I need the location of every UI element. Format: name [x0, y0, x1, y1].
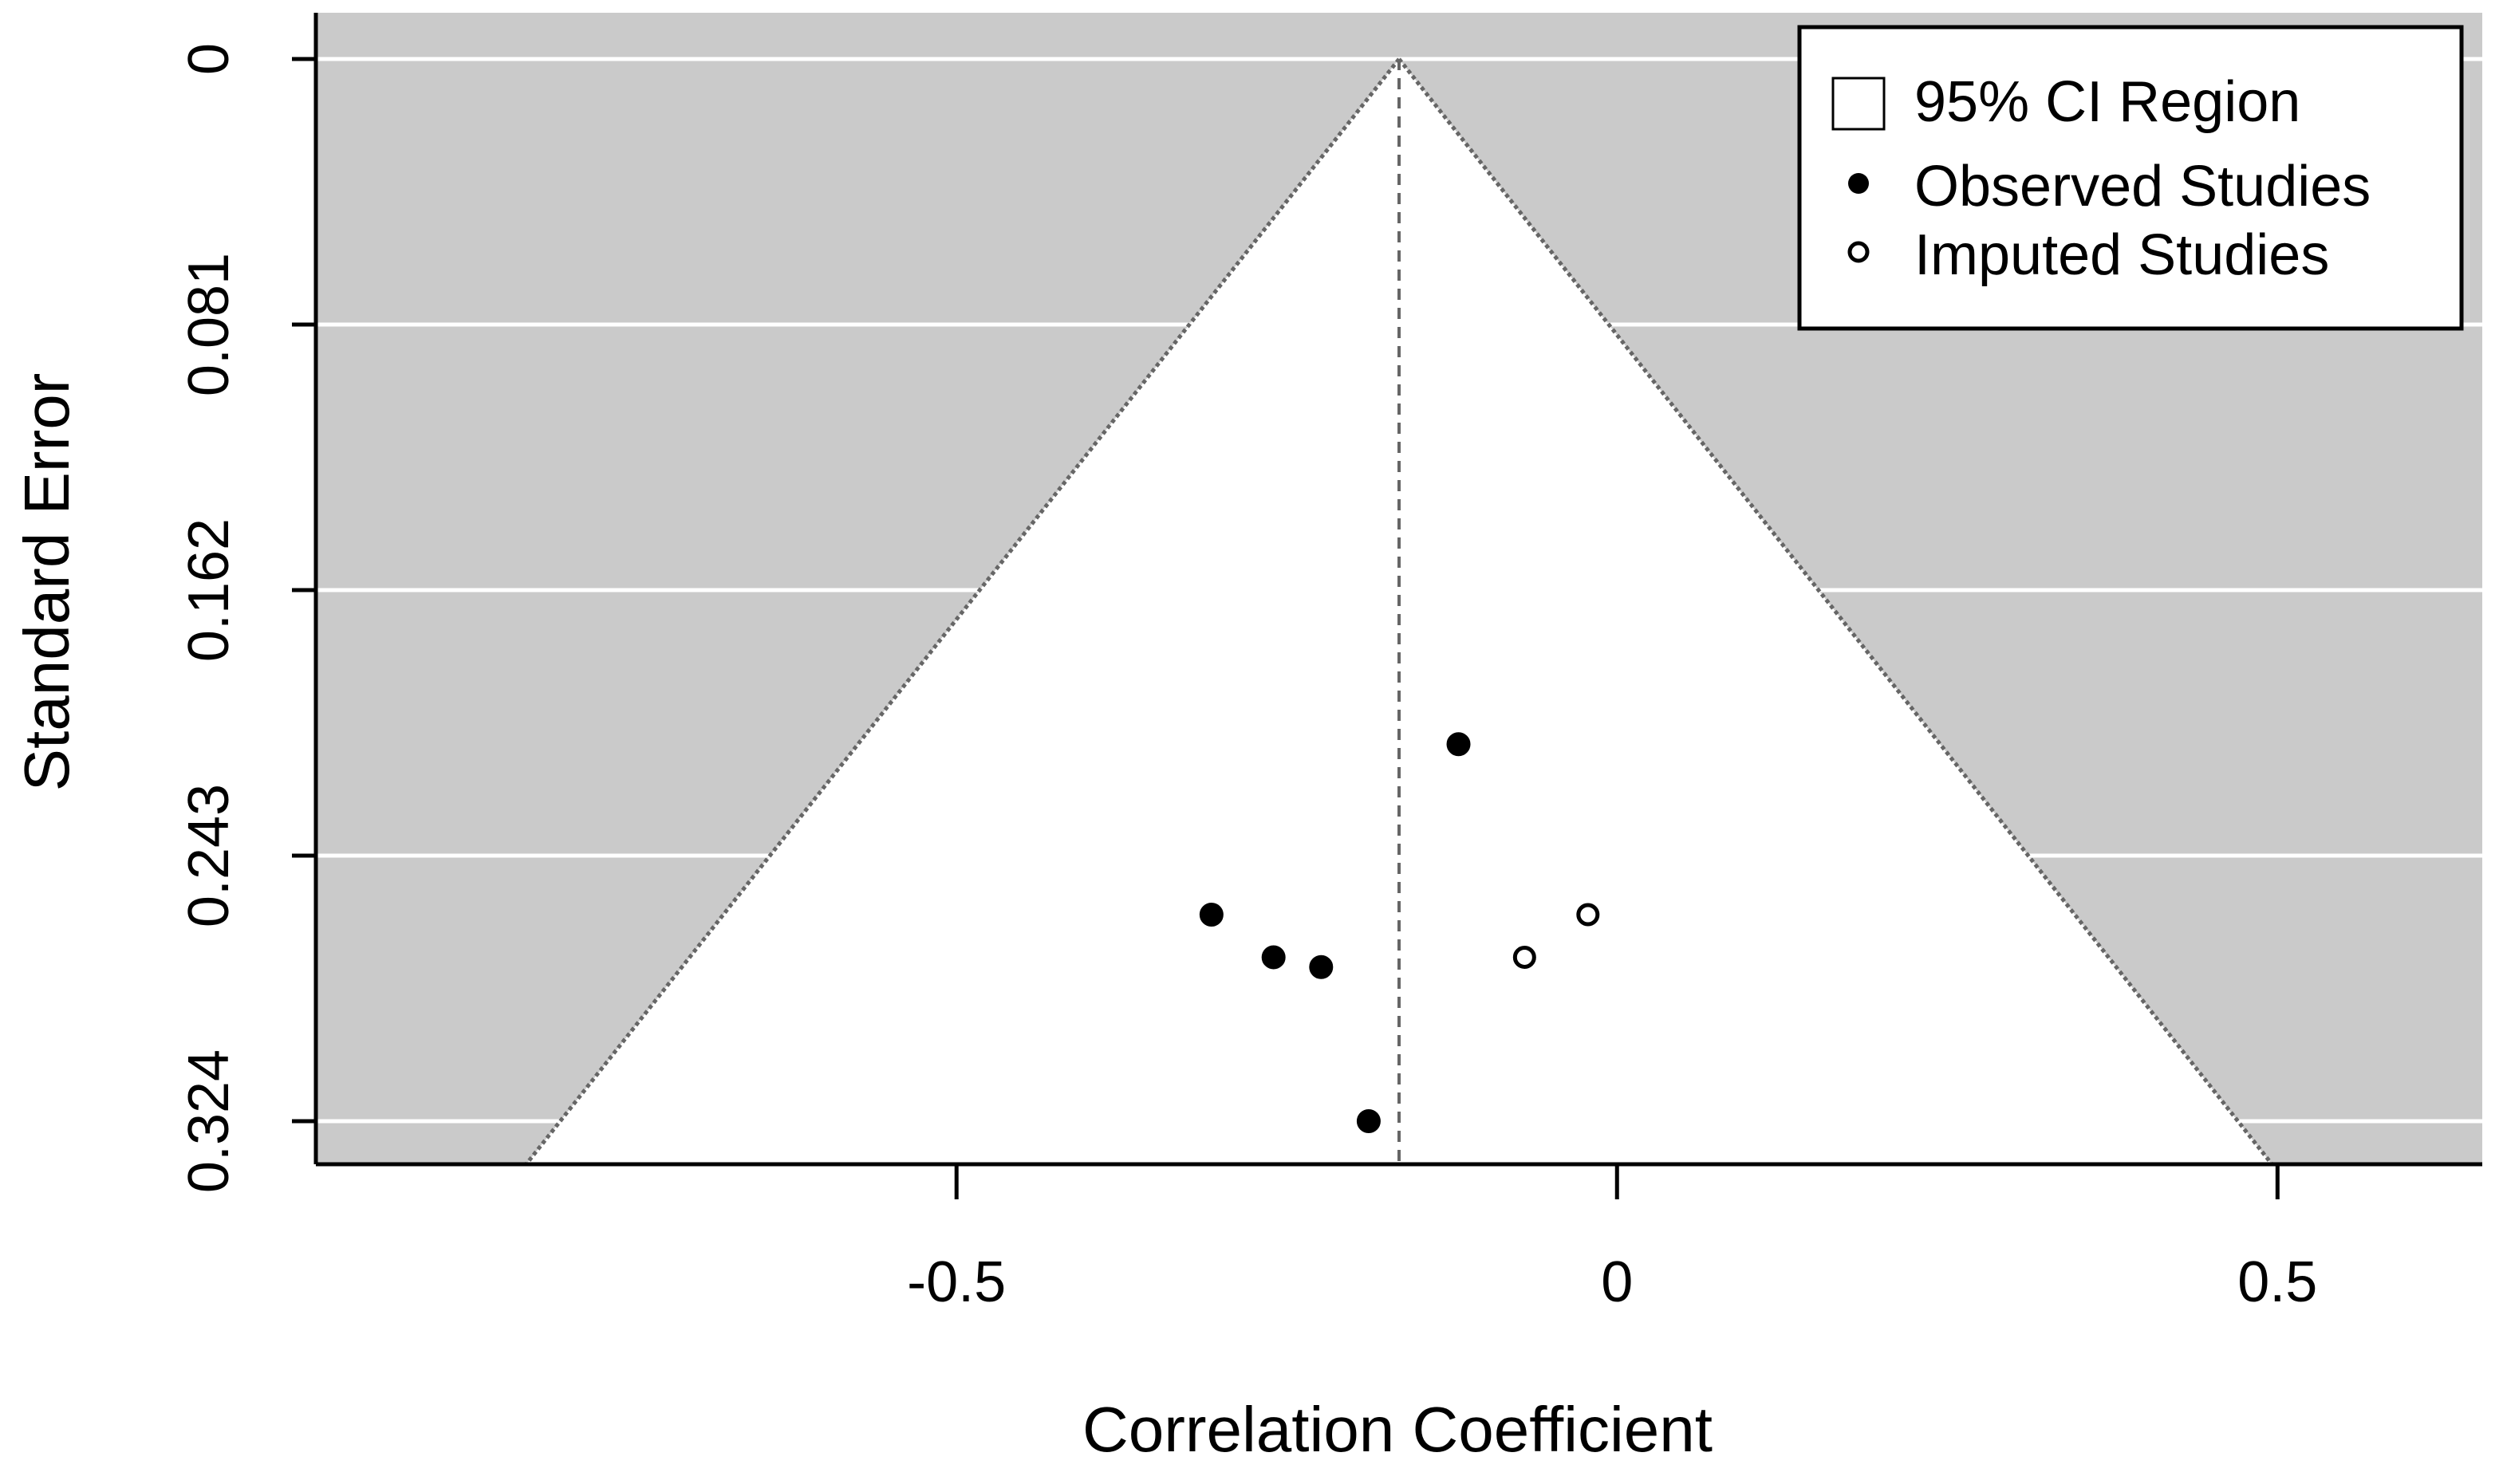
observed-study-point-0 — [1446, 732, 1471, 757]
legend-imputed-marker — [1847, 241, 1870, 263]
legend-label-2: Imputed Studies — [1914, 223, 2329, 287]
x-tick-label-1: 0 — [1601, 1250, 1633, 1314]
x-axis-label: Correlation Coefficient — [1082, 1394, 1713, 1465]
y-tick-label-1: 0.081 — [177, 253, 241, 396]
observed-study-point-4 — [1356, 1109, 1381, 1133]
observed-study-point-2 — [1261, 945, 1286, 970]
x-tick-label-2: 0.5 — [2237, 1250, 2317, 1314]
legend-observed-marker — [1848, 173, 1869, 194]
legend-box — [1797, 25, 2464, 331]
y-tick-label-3: 0.243 — [177, 784, 241, 927]
funnel-right-boundary — [1397, 57, 2275, 1164]
x-tick-label-0: -0.5 — [907, 1250, 1006, 1314]
y-tick-label-2: 0.162 — [177, 518, 241, 662]
y-axis-label: Standard Error — [11, 373, 82, 792]
legend-label-1: Observed Studies — [1914, 155, 2371, 218]
y-tick-label-0: 0 — [177, 43, 241, 75]
observed-study-point-1 — [1199, 903, 1224, 927]
plot-content — [316, 57, 2482, 1164]
imputed-study-point-1 — [1512, 945, 1536, 969]
legend-ci-region-swatch — [1831, 77, 1886, 131]
legend-label-0: 95% CI Region — [1914, 70, 2300, 134]
y-tick-label-4: 0.324 — [177, 1049, 241, 1193]
ci-region-funnel — [526, 59, 2272, 1164]
imputed-study-point-0 — [1576, 903, 1600, 927]
funnel-left-boundary — [523, 57, 1401, 1164]
observed-study-point-3 — [1309, 955, 1334, 979]
